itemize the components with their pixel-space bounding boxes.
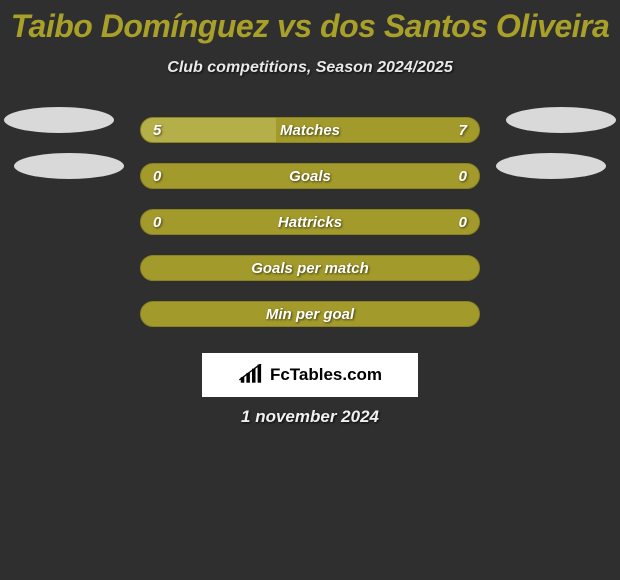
stat-left-value: 0: [153, 168, 161, 185]
stat-label: Matches: [280, 122, 340, 139]
stat-right-value: 0: [459, 214, 467, 231]
stat-label: Goals per match: [251, 260, 369, 277]
source-logo: FcTables.com: [202, 353, 418, 397]
stat-bar-matches: 5 Matches 7: [140, 117, 480, 143]
stat-bar-goals: 0 Goals 0: [140, 163, 480, 189]
stat-label: Min per goal: [266, 306, 354, 323]
page-title: Taibo Domínguez vs dos Santos Oliveira: [0, 8, 620, 45]
stat-bar-gpm: Goals per match: [140, 255, 480, 281]
stat-bar-mpg: Min per goal: [140, 301, 480, 327]
stats-section: 5 Matches 7 0 Goals 0 0 Hattricks 0: [0, 107, 620, 337]
stat-left-value: 5: [153, 122, 161, 139]
stat-right-value: 0: [459, 168, 467, 185]
stat-row: 5 Matches 7: [0, 107, 620, 153]
stat-left-value: 0: [153, 214, 161, 231]
stat-label: Hattricks: [278, 214, 342, 231]
stat-row: 0 Hattricks 0: [0, 199, 620, 245]
chart-icon: [238, 364, 266, 386]
stat-row: Goals per match: [0, 245, 620, 291]
logo-text: FcTables.com: [270, 365, 382, 385]
stat-label: Goals: [289, 168, 331, 185]
stat-row: Min per goal: [0, 291, 620, 337]
stat-row: 0 Goals 0: [0, 153, 620, 199]
stat-bar-hattricks: 0 Hattricks 0: [140, 209, 480, 235]
snapshot-date: 1 november 2024: [0, 407, 620, 427]
stat-right-value: 7: [459, 122, 467, 139]
comparison-card: Taibo Domínguez vs dos Santos Oliveira C…: [0, 0, 620, 427]
subtitle: Club competitions, Season 2024/2025: [0, 59, 620, 77]
